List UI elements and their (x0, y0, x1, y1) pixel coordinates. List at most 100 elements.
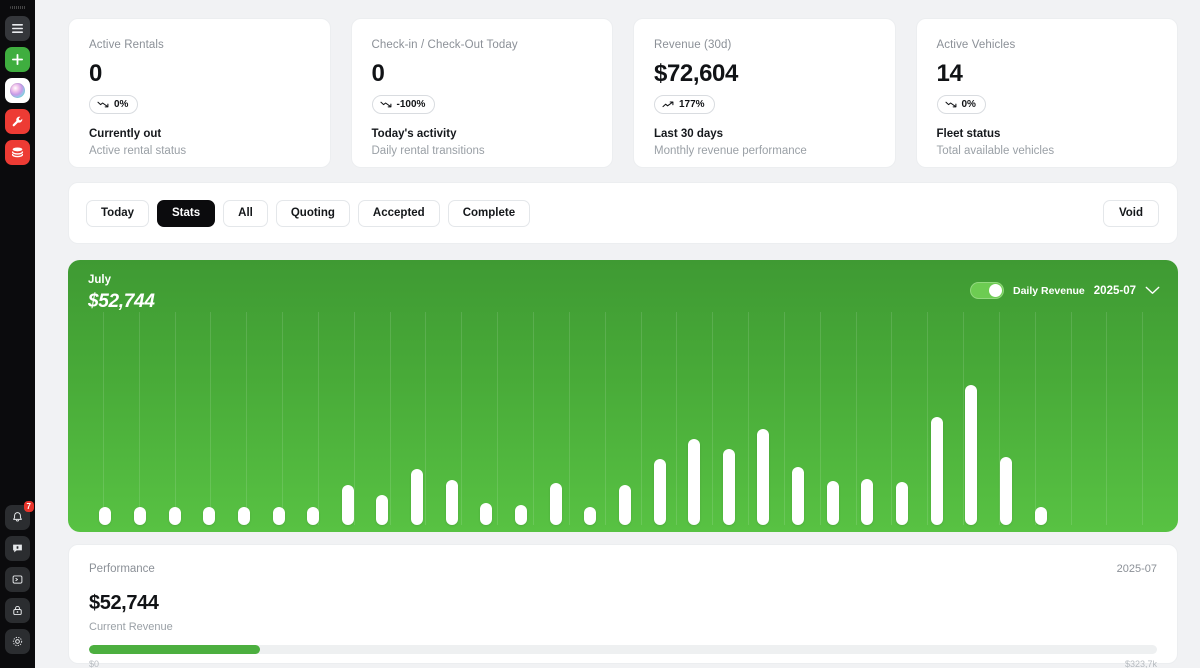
chart-bar-slot[interactable] (192, 312, 227, 525)
chart-bar-slot[interactable] (123, 312, 158, 525)
chart-bar[interactable] (99, 507, 112, 525)
bell-icon[interactable]: 7 (5, 501, 34, 530)
sidebar-drag-handle[interactable] (9, 6, 26, 9)
chart-bar-slot[interactable] (1023, 312, 1058, 525)
performance-panel: Performance 2025-07 $52,744 Current Reve… (68, 544, 1178, 668)
chart-bar-slot[interactable] (296, 312, 331, 525)
chart-bar[interactable] (272, 507, 285, 525)
chat-icon[interactable] (5, 536, 30, 561)
layers-icon[interactable] (5, 140, 30, 165)
chart-bar-slot[interactable] (781, 312, 816, 525)
stat-foot-sub: Monthly revenue performance (654, 145, 807, 157)
chart-bar[interactable] (930, 417, 943, 525)
chart-bar[interactable] (757, 429, 770, 525)
chart-bar-slot[interactable] (365, 312, 400, 525)
chart-bar-slot[interactable] (88, 312, 123, 525)
chart-bar[interactable] (411, 469, 424, 525)
chart-bar-slot[interactable] (746, 312, 781, 525)
status-badge: 177% (654, 95, 715, 114)
chart-bar[interactable] (896, 482, 909, 525)
chart-bar[interactable] (965, 385, 978, 525)
chart-bar-slot[interactable] (504, 312, 539, 525)
chart-bar[interactable] (203, 507, 216, 525)
chart-bar-slot[interactable] (815, 312, 850, 525)
chart-bar-slot[interactable] (330, 312, 365, 525)
chart-bar-slot[interactable] (573, 312, 608, 525)
chart-bar[interactable] (445, 480, 458, 525)
chart-bar[interactable] (584, 507, 597, 525)
chart-bar-slot[interactable] (538, 312, 573, 525)
chart-bar-slot[interactable] (712, 312, 747, 525)
chart-period-label: 2025-07 (1093, 284, 1136, 297)
wrench-icon[interactable] (5, 109, 30, 134)
chart-bar-slot[interactable] (954, 312, 989, 525)
stat-foot-sub: Total available vehicles (936, 145, 1055, 157)
stat-foot-main: Last 30 days (654, 128, 724, 140)
chart-bar-slot[interactable] (227, 312, 262, 525)
chart-gridline (749, 312, 785, 525)
stat-foot-main: Today's activity (371, 128, 457, 140)
chart-bar[interactable] (792, 467, 805, 525)
chart-bar[interactable] (168, 507, 181, 525)
chart-bar-slot[interactable] (400, 312, 435, 525)
tab-all[interactable]: All (223, 199, 268, 227)
chart-bar-slot[interactable] (1127, 312, 1162, 525)
stat-label: Active Vehicles (936, 39, 1016, 51)
tab-stats[interactable]: Stats (157, 199, 216, 227)
chart-bar-slot[interactable] (1093, 312, 1128, 525)
tab-today[interactable]: Today (86, 199, 150, 227)
orb-icon[interactable] (5, 78, 30, 103)
chart-bar[interactable] (237, 507, 250, 525)
stat-value: 0 (89, 60, 102, 87)
chart-bar[interactable] (722, 449, 735, 525)
chart-bar[interactable] (133, 507, 146, 525)
stat-value: $72,604 (654, 60, 738, 87)
add-icon[interactable] (5, 47, 30, 72)
chart-bar[interactable] (688, 439, 701, 525)
chart-bar-slot[interactable] (469, 312, 504, 525)
chart-gridline (642, 312, 678, 525)
axis-max-label: $323,7k (1124, 659, 1157, 668)
gear-icon[interactable] (5, 629, 30, 654)
chart-bar[interactable] (515, 505, 527, 525)
chart-bar[interactable] (376, 495, 389, 525)
chart-bar[interactable] (341, 485, 354, 525)
chart-gridline (1000, 312, 1036, 525)
chart-bar-slot[interactable] (850, 312, 885, 525)
stat-label: Check-in / Check-Out Today (371, 39, 518, 51)
chart-bar[interactable] (826, 481, 839, 525)
chart-bar[interactable] (618, 485, 631, 525)
chart-bar[interactable] (999, 457, 1012, 525)
chart-bar-slot[interactable] (989, 312, 1024, 525)
chart-bar-slot[interactable] (677, 312, 712, 525)
chart-bar[interactable] (861, 479, 874, 525)
tab-complete[interactable]: Complete (447, 199, 531, 227)
chart-bar-slot[interactable] (919, 312, 954, 525)
lock-icon[interactable] (5, 598, 30, 623)
chart-bar-slot[interactable] (261, 312, 296, 525)
chart-bar[interactable] (549, 483, 562, 525)
chart-bar[interactable] (480, 503, 493, 525)
chart-bar-slot[interactable] (1058, 312, 1093, 525)
chart-bar-slot[interactable] (642, 312, 677, 525)
tab-accepted[interactable]: Accepted (357, 199, 440, 227)
chart-bar-slot[interactable] (608, 312, 643, 525)
chart-bar-slot[interactable] (885, 312, 920, 525)
menu-icon[interactable] (5, 16, 30, 41)
performance-progress-bar (89, 645, 1157, 654)
chart-gridline (677, 312, 714, 525)
void-button[interactable]: Void (1102, 199, 1159, 227)
performance-label: Performance (89, 563, 155, 575)
terminal-icon[interactable] (5, 567, 30, 592)
daily-revenue-toggle[interactable] (969, 282, 1004, 299)
chart-bar[interactable] (307, 507, 320, 525)
chart-bar[interactable] (653, 459, 666, 525)
chart-bar-slot[interactable] (434, 312, 469, 525)
filter-tabs: Today Stats All Quoting Accepted Complet… (86, 199, 531, 227)
chart-bar-slot[interactable] (157, 312, 192, 525)
chart-bar[interactable] (1034, 507, 1047, 525)
chevron-down-icon[interactable] (1145, 286, 1160, 295)
trend-up-icon (662, 101, 674, 108)
tab-quoting[interactable]: Quoting (275, 199, 350, 227)
